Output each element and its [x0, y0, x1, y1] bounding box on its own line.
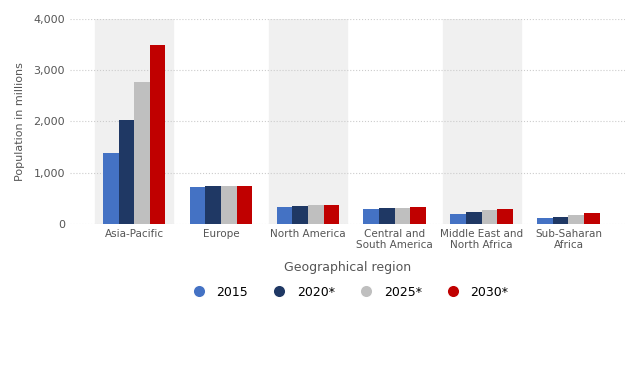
- Bar: [189, 187, 205, 224]
- Bar: [497, 209, 513, 224]
- Bar: [95, 19, 173, 224]
- Bar: [205, 186, 221, 224]
- Bar: [451, 214, 466, 224]
- Bar: [103, 153, 118, 224]
- Bar: [269, 19, 347, 224]
- Bar: [584, 213, 600, 224]
- Bar: [364, 209, 379, 224]
- Bar: [308, 205, 324, 224]
- Bar: [324, 205, 339, 224]
- Bar: [237, 186, 252, 224]
- Legend: 2015, 2020*, 2025*, 2030*: 2015, 2020*, 2025*, 2030*: [181, 281, 513, 304]
- Bar: [276, 207, 292, 224]
- Bar: [466, 212, 482, 224]
- Bar: [410, 207, 426, 224]
- Y-axis label: Population in millions: Population in millions: [15, 62, 25, 181]
- Bar: [442, 19, 521, 224]
- Bar: [537, 218, 553, 224]
- Bar: [553, 217, 568, 224]
- Bar: [292, 206, 308, 224]
- X-axis label: Geographical region: Geographical region: [284, 262, 411, 275]
- Bar: [150, 45, 165, 224]
- Bar: [379, 208, 395, 224]
- Bar: [482, 210, 497, 224]
- Bar: [568, 215, 584, 224]
- Bar: [221, 186, 237, 224]
- Bar: [134, 82, 150, 224]
- Bar: [395, 207, 410, 224]
- Bar: [118, 121, 134, 224]
